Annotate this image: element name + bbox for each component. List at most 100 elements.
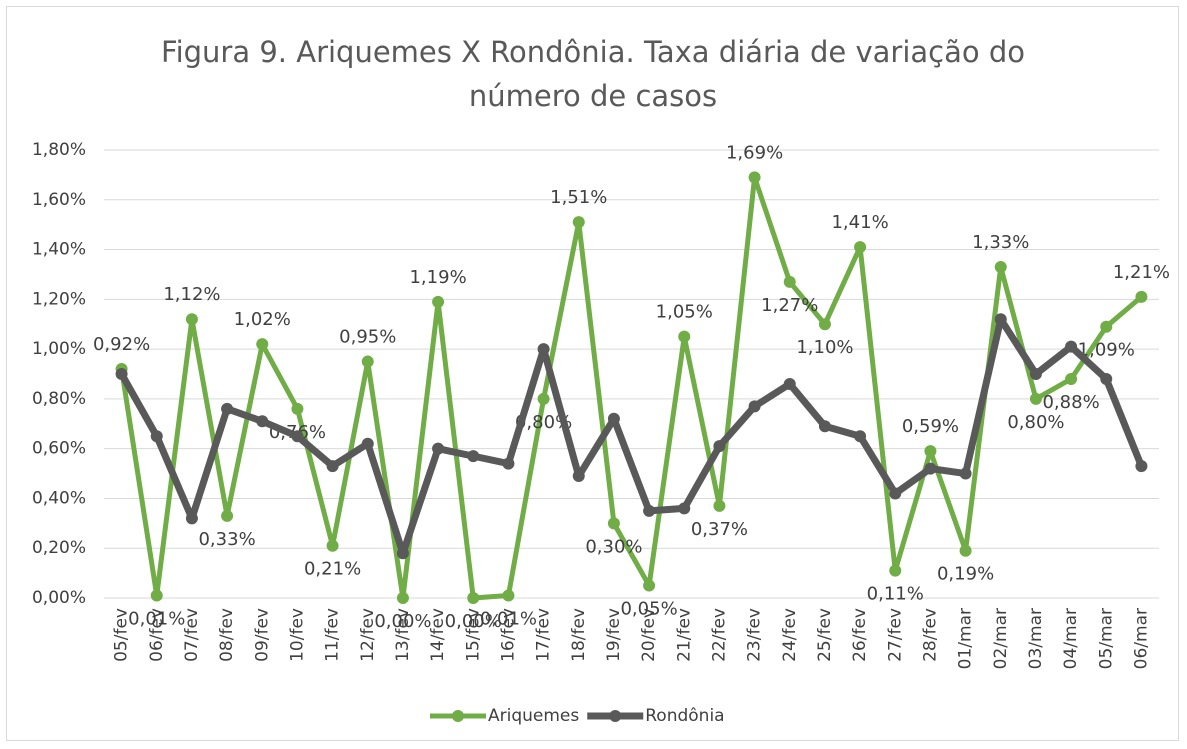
x-tick-label: 07/fev bbox=[182, 608, 202, 662]
point bbox=[854, 430, 867, 443]
point bbox=[713, 440, 726, 453]
point bbox=[115, 368, 128, 380]
x-tick-label: 16/fev bbox=[498, 608, 518, 662]
x-tick-label: 06/fev bbox=[147, 608, 167, 662]
point bbox=[396, 547, 409, 560]
y-tick-label: 0,00% bbox=[32, 588, 86, 608]
point bbox=[1065, 340, 1078, 353]
x-tick-label: 23/fev bbox=[745, 608, 765, 662]
point bbox=[959, 544, 972, 557]
point bbox=[783, 275, 796, 288]
series-line bbox=[119, 174, 1144, 601]
point bbox=[291, 430, 304, 443]
data-label: 0,00% bbox=[445, 611, 502, 632]
point bbox=[994, 260, 1007, 273]
x-tick-label: 28/fev bbox=[920, 608, 940, 662]
x-tick-label: 03/mar bbox=[1026, 608, 1046, 669]
x-tick-label: 08/fev bbox=[217, 608, 237, 662]
point bbox=[150, 430, 163, 443]
series-line bbox=[118, 315, 1145, 557]
data-label: 1,69% bbox=[726, 142, 783, 163]
point bbox=[607, 517, 620, 530]
data-label: 1,51% bbox=[550, 187, 607, 208]
x-tick-label: 11/fev bbox=[323, 608, 343, 662]
point bbox=[502, 589, 515, 602]
data-label: 1,05% bbox=[656, 302, 713, 323]
data-label: 1,41% bbox=[831, 212, 888, 233]
x-tick-label: 22/fev bbox=[709, 608, 729, 662]
point bbox=[221, 509, 234, 522]
y-tick-label: 1,00% bbox=[32, 339, 86, 359]
x-tick-label: 24/fev bbox=[780, 608, 800, 662]
point bbox=[361, 437, 374, 450]
x-tick-label: 27/fev bbox=[885, 608, 905, 662]
point bbox=[783, 377, 796, 390]
x-tick-label: 02/mar bbox=[991, 608, 1011, 669]
point bbox=[1029, 368, 1042, 380]
point bbox=[748, 171, 761, 184]
chart-title: Figura 9. Ariquemes X Rondônia. Taxa diá… bbox=[161, 35, 1025, 113]
point bbox=[361, 355, 374, 368]
data-label: 1,09% bbox=[1078, 340, 1135, 361]
legend-marker bbox=[452, 710, 464, 722]
point bbox=[467, 450, 480, 463]
y-tick-label: 0,20% bbox=[32, 538, 86, 558]
x-tick-label: 04/mar bbox=[1061, 608, 1081, 669]
point bbox=[854, 241, 867, 254]
point bbox=[396, 592, 409, 604]
point bbox=[643, 579, 656, 592]
x-tick-label: 10/fev bbox=[287, 608, 307, 662]
data-label: 0,00% bbox=[374, 611, 431, 632]
point bbox=[924, 462, 937, 475]
data-label: 0,19% bbox=[937, 564, 994, 585]
point bbox=[432, 442, 445, 455]
data-label: 0,80% bbox=[515, 412, 572, 433]
point bbox=[150, 589, 163, 602]
point bbox=[572, 470, 585, 483]
point bbox=[1065, 372, 1078, 385]
point bbox=[1135, 460, 1148, 473]
point bbox=[678, 330, 691, 343]
point bbox=[959, 467, 972, 480]
data-label: 1,21% bbox=[1113, 262, 1170, 283]
x-tick-label: 19/fev bbox=[604, 608, 624, 662]
point bbox=[1135, 290, 1148, 303]
point bbox=[326, 539, 339, 552]
legend-marker bbox=[609, 710, 622, 722]
data-label: 0,01% bbox=[128, 609, 185, 630]
point bbox=[185, 512, 198, 525]
point bbox=[1029, 392, 1042, 405]
point bbox=[607, 412, 620, 425]
y-tick-label: 1,40% bbox=[32, 240, 86, 260]
x-tick-label: 20/fev bbox=[639, 608, 659, 662]
point bbox=[678, 502, 691, 515]
legend-label: Ariquemes bbox=[488, 706, 579, 726]
x-tick-label: 15/fev bbox=[463, 608, 483, 662]
x-tick-label: 01/mar bbox=[956, 608, 976, 669]
point bbox=[326, 460, 339, 473]
point bbox=[889, 564, 902, 577]
legend-label: Rondônia bbox=[645, 706, 724, 726]
point bbox=[467, 592, 480, 604]
x-tick-label: 17/fev bbox=[534, 608, 554, 662]
x-tick-label: 05/mar bbox=[1096, 608, 1116, 669]
y-tick-label: 0,80% bbox=[32, 389, 86, 409]
data-label: 1,02% bbox=[234, 309, 291, 330]
x-tick-label: 12/fev bbox=[358, 608, 378, 662]
data-label: 0,33% bbox=[198, 529, 255, 550]
point bbox=[994, 313, 1007, 326]
point bbox=[537, 392, 550, 405]
data-label: 0,11% bbox=[867, 584, 924, 605]
x-tick-label: 05/fev bbox=[112, 608, 132, 662]
data-label: 0,21% bbox=[304, 559, 361, 580]
point bbox=[256, 338, 269, 351]
y-tick-label: 1,20% bbox=[32, 289, 86, 309]
point bbox=[502, 457, 515, 470]
point bbox=[924, 445, 937, 458]
point bbox=[221, 402, 234, 415]
point bbox=[889, 487, 902, 500]
point bbox=[572, 216, 585, 229]
data-label: 1,19% bbox=[409, 267, 466, 288]
y-tick-label: 0,60% bbox=[32, 439, 86, 459]
